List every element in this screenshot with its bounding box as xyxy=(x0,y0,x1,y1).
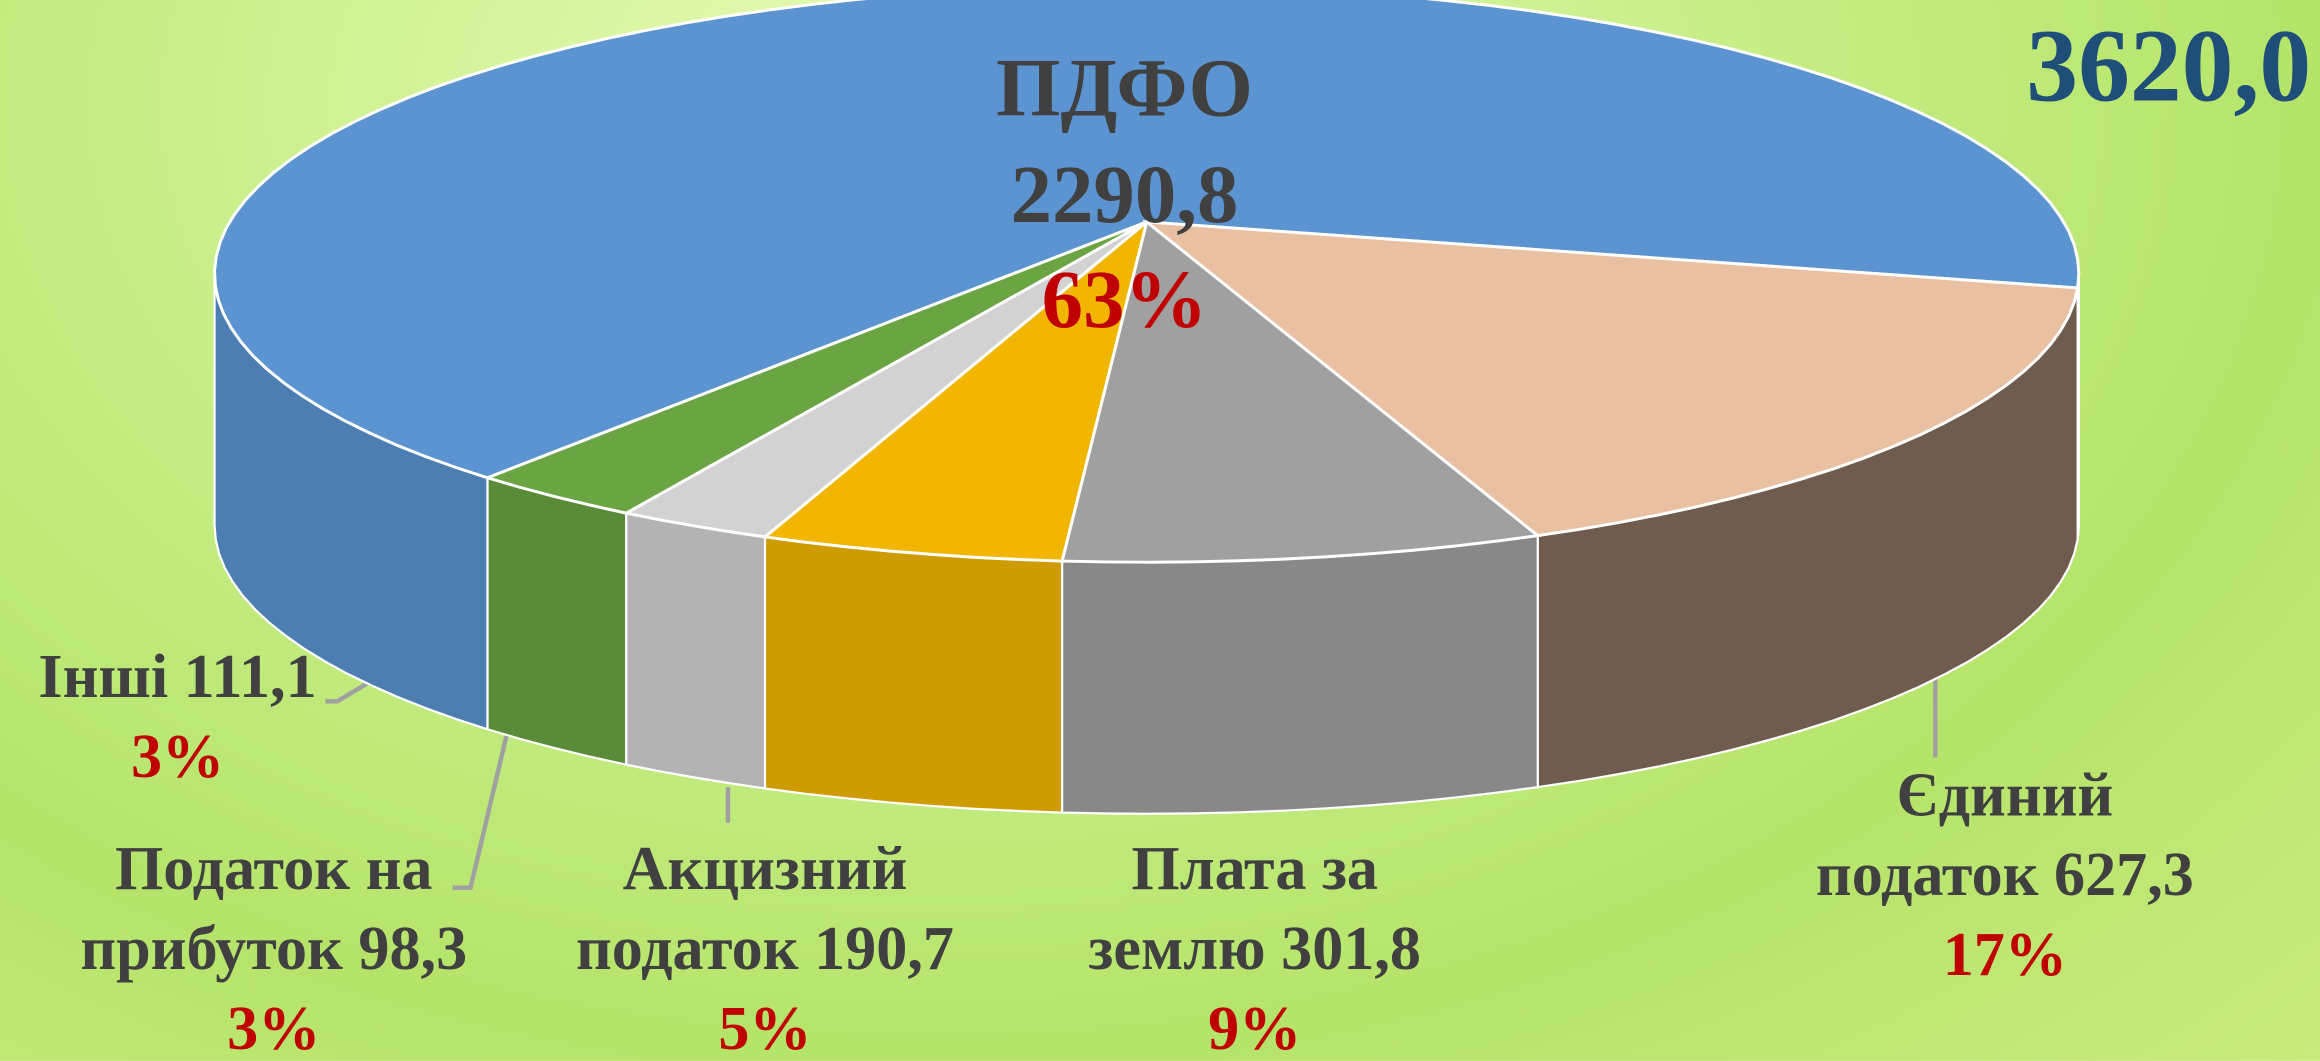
percent-label: 3% xyxy=(130,723,225,792)
percent-label: 3% xyxy=(227,995,321,1061)
slice xyxy=(213,0,2081,731)
slice-top xyxy=(1060,219,1542,564)
percent-label: 17% xyxy=(1942,921,2068,990)
slice-label: ПДФО 2290,8 63% xyxy=(873,37,1376,355)
slice-side xyxy=(486,476,628,767)
value-label: 111,1 xyxy=(183,643,317,712)
category-label: ПДФО xyxy=(996,42,1253,135)
value-label: 2290,8 xyxy=(1010,148,1239,241)
percent-label: 5% xyxy=(718,995,812,1061)
value-label: 301,8 xyxy=(1281,915,1421,984)
category-label: Плата за землю xyxy=(1088,835,1378,984)
value-label: 98,3 xyxy=(358,915,468,984)
slice-label: Інші 111,1 3% xyxy=(0,639,385,798)
total: 3620,0 xyxy=(2026,10,2312,125)
slice-side xyxy=(1060,534,1539,815)
slice-side xyxy=(763,535,1064,814)
category-label: Єдиний податок xyxy=(1815,761,2114,910)
category-label: Інші xyxy=(38,643,169,712)
slice-side xyxy=(625,511,767,790)
category-label: Акцизний податок xyxy=(575,835,908,984)
slice-label: Єдиний податок 627,3 17% xyxy=(1761,758,2249,997)
percent-label: 63% xyxy=(1041,255,1208,347)
value-label: 190,7 xyxy=(814,915,954,984)
slice xyxy=(482,220,1148,767)
slice-top xyxy=(482,220,1148,515)
slice xyxy=(621,220,1148,790)
slice-top xyxy=(1142,220,2080,538)
slice xyxy=(761,217,1150,814)
slice-label: Плата за землю 301,8 9% xyxy=(1011,832,1499,1061)
slice-label: Акцизний податок 190,7 5% xyxy=(521,832,1009,1061)
leader-line xyxy=(452,724,512,890)
slice-top xyxy=(213,0,2081,480)
percent-label: 9% xyxy=(1208,995,1302,1061)
slice-label: Податок на прибуток 98,3 3% xyxy=(30,832,518,1061)
slice-top xyxy=(761,217,1150,563)
category-label: Податок на прибуток xyxy=(80,835,433,984)
value-label: 627,3 xyxy=(2054,841,2194,910)
